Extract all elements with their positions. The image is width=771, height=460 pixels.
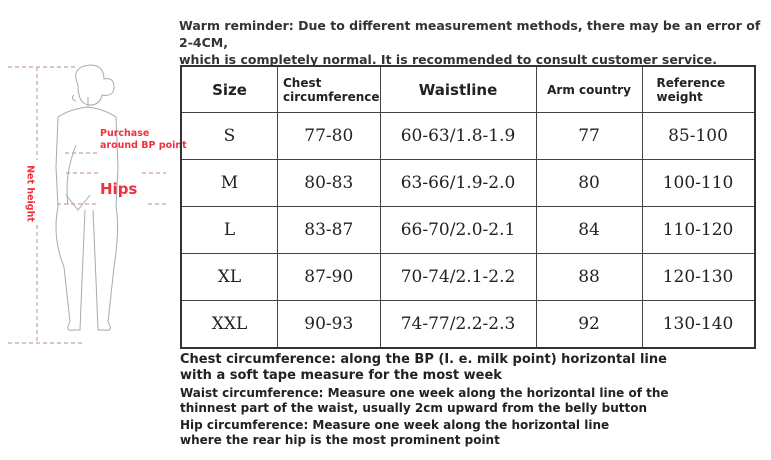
bust-label-line-2: around BP point [100,140,187,151]
table-row: M 80-83 63-66/1.9-2.0 80 100-110 [180,159,756,207]
cell-weight: 85-100 [641,112,756,160]
header-waistline: Waistline [379,65,537,113]
header-size: Size [180,65,278,113]
cell-chest: 77-80 [277,112,381,160]
waist-note-line-1: Waist circumference: Measure one week al… [180,386,669,400]
waist-note-line-2: thinnest part of the waist, usually 2cm … [180,401,648,415]
cell-weight: 110-120 [641,206,756,254]
bust-label-line-1: Purchase [100,128,150,139]
reminder-line-1: Warm reminder: Due to different measurem… [179,18,761,50]
cell-weight: 130-140 [641,300,756,349]
header-weight: Reference weight [641,65,756,113]
cell-chest: 83-87 [277,206,381,254]
hip-note-line-2: where the rear hip is the most prominent… [180,433,500,447]
cell-waist: 66-70/2.0-2.1 [379,206,537,254]
cell-arm: 92 [535,300,643,349]
header-chest: Chest circumference [277,65,381,113]
net-height-label: Net height [24,165,36,222]
table-row: S 77-80 60-63/1.8-1.9 77 85-100 [180,112,756,160]
table-row: XXL 90-93 74-77/2.2-2.3 92 130-140 [180,300,756,349]
chest-note-line-2: with a soft tape measure for the most we… [180,368,502,383]
cell-arm: 77 [535,112,643,160]
cell-size: L [180,206,278,254]
cell-size: S [180,112,278,160]
cell-weight: 120-130 [641,253,756,301]
chest-note-line-1: Chest circumference: along the BP (I. e.… [180,352,667,367]
hips-label: Hips [100,180,138,198]
cell-waist: 74-77/2.2-2.3 [379,300,537,349]
cell-waist: 60-63/1.8-1.9 [379,112,537,160]
cell-chest: 87-90 [277,253,381,301]
cell-size: XL [180,253,278,301]
reminder-line-2: which is completely normal. It is recomm… [179,52,718,67]
cell-weight: 100-110 [641,159,756,207]
cell-waist: 63-66/1.9-2.0 [379,159,537,207]
size-chart-table: Size Chest circumference Waistline Arm c… [180,65,756,349]
hip-note-line-1: Hip circumference: Measure one week alon… [180,418,610,432]
body-figure-illustration [8,64,166,344]
waist-note: Waist circumference: Measure one week al… [180,386,669,416]
cell-chest: 80-83 [277,159,381,207]
cell-chest: 90-93 [277,300,381,349]
chest-note: Chest circumference: along the BP (I. e.… [180,352,669,384]
measurement-notes: Chest circumference: along the BP (I. e.… [180,352,669,450]
table-header-row: Size Chest circumference Waistline Arm c… [180,65,756,113]
table-row: L 83-87 66-70/2.0-2.1 84 110-120 [180,206,756,254]
cell-arm: 84 [535,206,643,254]
cell-arm: 88 [535,253,643,301]
bust-label: Purchase around BP point [100,128,187,152]
header-arm: Arm country [535,65,643,113]
warm-reminder: Warm reminder: Due to different measurem… [179,17,771,68]
cell-arm: 80 [535,159,643,207]
hip-note: Hip circumference: Measure one week alon… [180,418,669,448]
table-row: XL 87-90 70-74/2.1-2.2 88 120-130 [180,253,756,301]
cell-waist: 70-74/2.1-2.2 [379,253,537,301]
cell-size: M [180,159,278,207]
cell-size: XXL [180,300,278,349]
